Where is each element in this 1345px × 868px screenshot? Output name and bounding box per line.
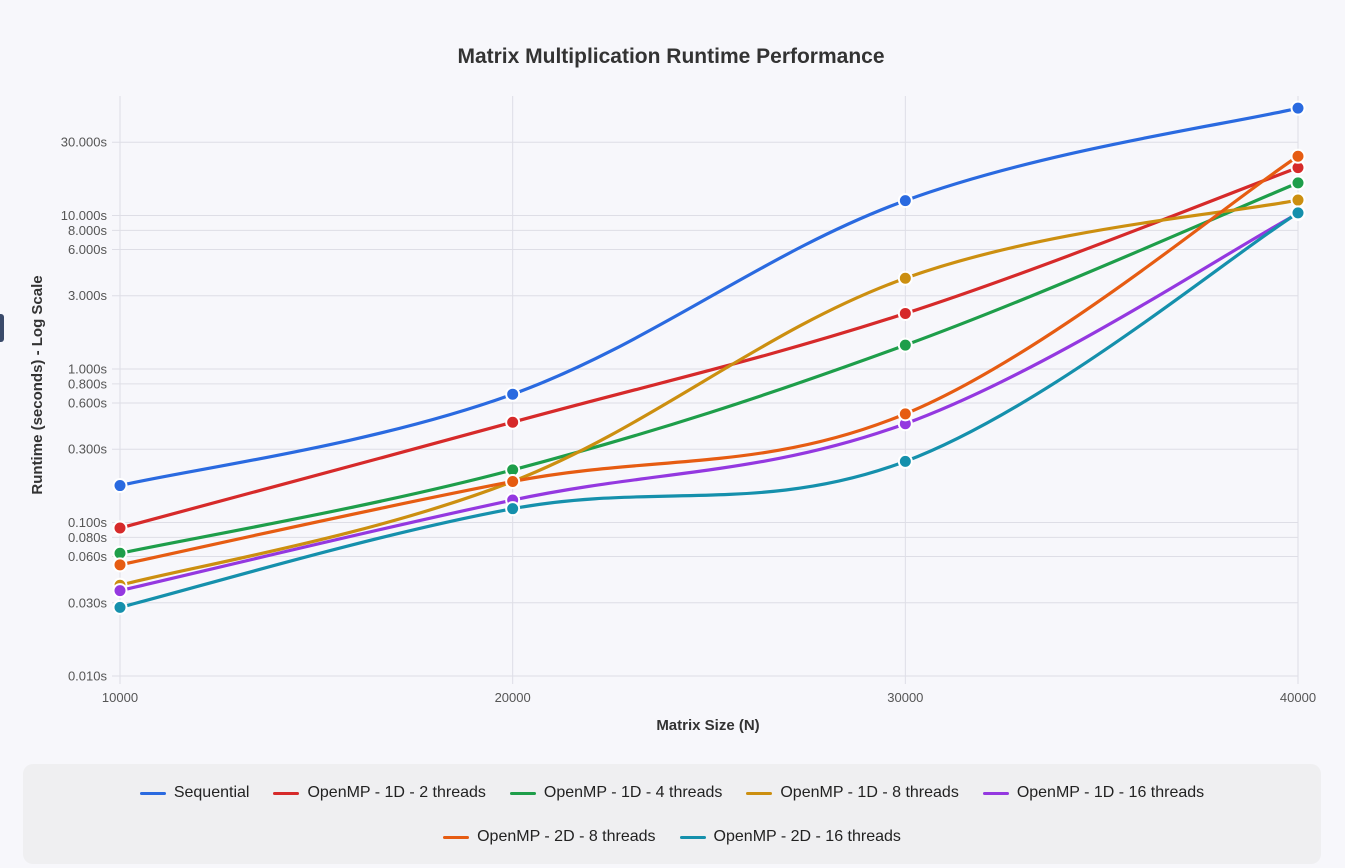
legend-swatch <box>746 791 773 795</box>
series-line <box>118 211 1300 609</box>
y-tick-label: 0.060s <box>68 549 108 564</box>
data-point[interactable] <box>897 305 913 321</box>
legend-item-openmp-2d-16-threads[interactable]: OpenMP - 2D - 16 threads <box>679 822 901 852</box>
legend-swatch <box>139 791 166 795</box>
data-point[interactable] <box>1290 148 1306 164</box>
y-tick-label: 10.000s <box>61 208 108 223</box>
y-tick-label: 8.000s <box>68 223 108 238</box>
y-tick-label: 1.000s <box>68 361 108 376</box>
legend-item-openmp-2d-8-threads[interactable]: OpenMP - 2D - 8 threads <box>443 822 656 852</box>
data-point[interactable] <box>897 337 913 353</box>
y-tick-label: 0.010s <box>68 669 108 684</box>
legend-swatch <box>443 835 470 839</box>
data-point[interactable] <box>112 583 128 599</box>
legend-item-openmp-1d-4-threads[interactable]: OpenMP - 1D - 4 threads <box>509 778 723 808</box>
data-point[interactable] <box>505 501 521 517</box>
y-tick-label: 0.300s <box>68 442 108 457</box>
data-point[interactable] <box>1290 205 1306 221</box>
data-point[interactable] <box>505 473 521 489</box>
legend-item-openmp-1d-2-threads[interactable]: OpenMP - 1D - 2 threads <box>273 778 486 808</box>
x-tick-label: 20000 <box>495 690 531 705</box>
y-tick-label: 0.800s <box>68 376 108 391</box>
grid-layer <box>112 96 1299 684</box>
data-point[interactable] <box>1290 192 1306 208</box>
x-axis-label: Matrix Size (N) <box>656 717 759 734</box>
data-point[interactable] <box>505 414 521 430</box>
series-openmp-1d-8-threads <box>112 192 1306 593</box>
y-tick-label: 30.000s <box>61 135 108 150</box>
series-line <box>118 165 1300 530</box>
series-line <box>118 106 1300 488</box>
legend-item-openmp-1d-8-threads[interactable]: OpenMP - 1D - 8 threads <box>746 778 959 808</box>
legend-label: OpenMP - 1D - 2 threads <box>307 784 486 801</box>
data-point[interactable] <box>897 406 913 422</box>
legend-label: OpenMP - 1D - 16 threads <box>1016 784 1205 801</box>
legend-swatch <box>982 791 1009 795</box>
series-openmp-1d-4-threads <box>112 175 1306 561</box>
legend-label: OpenMP - 1D - 4 threads <box>543 784 723 801</box>
data-point[interactable] <box>112 557 128 573</box>
legend-swatch <box>679 835 706 839</box>
data-point[interactable] <box>897 270 913 286</box>
y-tick-label: 0.600s <box>68 396 108 411</box>
y-tick-label: 6.000s <box>68 242 108 257</box>
series-openmp-2d-8-threads <box>112 148 1306 573</box>
x-tick-label: 10000 <box>102 690 138 705</box>
data-point[interactable] <box>1290 175 1306 191</box>
series-openmp-1d-16-threads <box>112 205 1306 599</box>
data-point[interactable] <box>897 193 913 209</box>
series-openmp-1d-2-threads <box>112 160 1306 536</box>
y-tick-label: 0.030s <box>68 595 108 610</box>
series-line <box>118 211 1300 593</box>
legend-label: OpenMP - 2D - 16 threads <box>713 828 901 845</box>
data-point[interactable] <box>505 386 521 402</box>
chart-title: Matrix Multiplication Runtime Performanc… <box>457 45 884 68</box>
series-openmp-2d-16-threads <box>112 205 1306 615</box>
series-sequential <box>112 100 1306 494</box>
legend-swatch <box>509 791 536 795</box>
data-point[interactable] <box>112 599 128 615</box>
legend-label: OpenMP - 2D - 8 threads <box>477 828 656 845</box>
y-axis-label: Runtime (seconds) - Log Scale <box>29 275 46 494</box>
legend-label: Sequential <box>173 784 250 801</box>
data-point[interactable] <box>897 453 913 469</box>
series-line <box>118 154 1300 567</box>
data-point[interactable] <box>1290 100 1306 116</box>
y-tick-label: 0.100s <box>68 515 108 530</box>
series-layer <box>112 100 1306 615</box>
x-tick-label: 30000 <box>887 690 923 705</box>
y-tick-label: 3.000s <box>68 288 108 303</box>
chart-area: Matrix Multiplication Runtime Performanc… <box>29 45 1316 734</box>
y-tick-label: 0.080s <box>68 530 108 545</box>
legend-item-openmp-1d-16-threads[interactable]: OpenMP - 1D - 16 threads <box>982 778 1205 808</box>
chart-legend: Sequential OpenMP - 1D - 2 threads OpenMP … <box>23 764 1321 864</box>
x-tick-label: 40000 <box>1280 690 1316 705</box>
series-line <box>118 181 1300 555</box>
legend-label: OpenMP - 1D - 8 threads <box>780 784 959 801</box>
data-point[interactable] <box>112 478 128 494</box>
legend-swatch <box>273 791 300 795</box>
legend-item-sequential[interactable]: Sequential <box>139 778 250 808</box>
data-point[interactable] <box>112 520 128 536</box>
side-panel-tab[interactable] <box>0 314 4 342</box>
series-line <box>118 198 1300 587</box>
